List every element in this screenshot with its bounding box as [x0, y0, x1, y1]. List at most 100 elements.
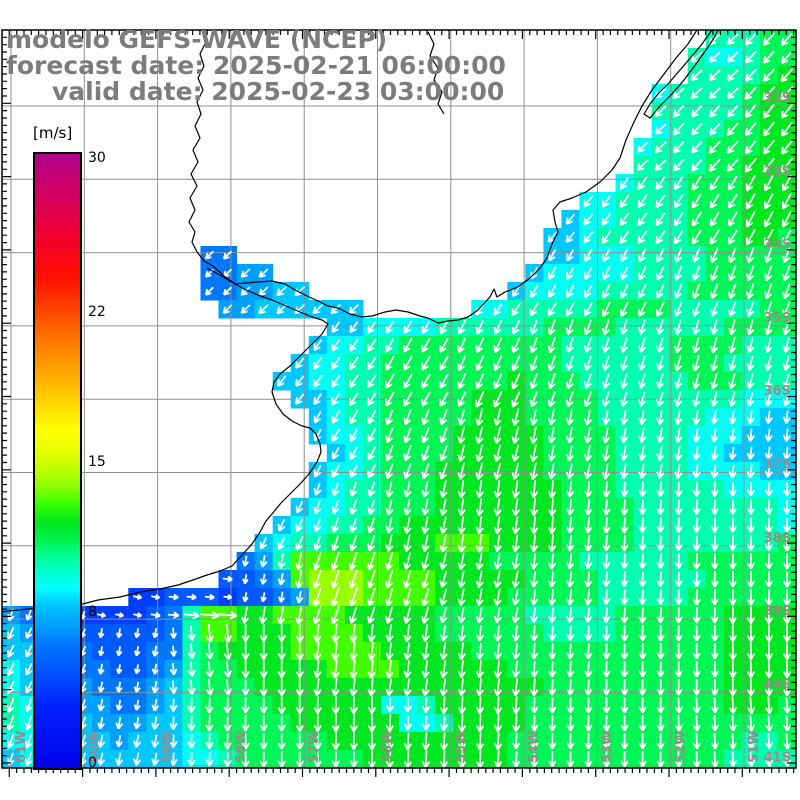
wind-arrow [583, 230, 594, 244]
wind-arrow [762, 103, 775, 119]
wind-arrow [385, 732, 394, 751]
colorbar-tick-label: 30 [88, 150, 106, 166]
wind-arrow [764, 751, 774, 767]
wind-arrow [511, 390, 521, 408]
wind-arrow [566, 750, 575, 768]
wind-arrow [764, 318, 773, 336]
wind-arrow [6, 697, 15, 713]
wind-arrow [548, 678, 557, 696]
wind-arrow [331, 482, 340, 497]
wind-arrow [403, 427, 412, 444]
wind-arrow [475, 337, 485, 354]
wind-arrow [511, 426, 520, 444]
wind-arrow [331, 535, 340, 552]
wind-arrow [385, 409, 394, 426]
wind-arrow [511, 319, 521, 335]
wind-arrow [764, 696, 774, 715]
wind-arrow [602, 751, 611, 768]
wind-arrow [584, 625, 593, 641]
wind-arrow [656, 445, 665, 461]
wind-arrow [692, 571, 701, 587]
wind-arrow [710, 481, 719, 497]
wind-arrow [584, 266, 593, 280]
wind-arrow [692, 336, 701, 354]
wind-arrow [366, 374, 377, 388]
wind-arrow [385, 516, 394, 534]
wind-arrow [258, 286, 269, 296]
wind-arrow [187, 625, 196, 641]
wind-arrow [259, 536, 268, 550]
wind-arrow [529, 516, 539, 535]
wind-arrow [493, 355, 503, 372]
wind-arrow [493, 534, 502, 553]
wind-arrow [475, 480, 484, 499]
wind-arrow [385, 642, 394, 661]
wind-arrow [602, 355, 611, 371]
wind-arrow [746, 589, 755, 606]
wind-arrow [692, 732, 701, 750]
wind-arrow [348, 552, 358, 571]
wind-arrow [620, 516, 629, 534]
wind-arrow [457, 750, 467, 768]
wind-arrow [457, 498, 466, 517]
wind-arrow [710, 319, 719, 335]
wind-arrow [762, 50, 775, 64]
wind-arrow [636, 141, 649, 153]
map-interior [2, 30, 796, 768]
colorbar-tick-label: 22 [88, 304, 106, 320]
wind-arrow [421, 337, 431, 353]
wind-arrow [259, 697, 268, 714]
wind-arrow [242, 574, 249, 585]
wind-arrow [475, 533, 484, 553]
wind-arrow [674, 391, 683, 407]
wind-arrow [728, 427, 737, 443]
wind-arrow [240, 304, 251, 314]
wind-arrow [457, 373, 467, 390]
wind-arrow [475, 606, 484, 624]
wind-arrow [692, 409, 701, 425]
wind-arrow [348, 303, 360, 315]
wind-arrow [638, 373, 647, 389]
wind-arrow [530, 642, 539, 660]
wind-arrow [674, 463, 683, 479]
wind-arrow [151, 699, 160, 712]
wind-arrow [187, 697, 196, 713]
wind-arrow [583, 194, 594, 208]
wind-arrow [421, 463, 430, 480]
wind-arrow [439, 516, 448, 534]
wind-arrow [620, 427, 629, 443]
wind-arrow [385, 355, 395, 371]
wind-arrow [620, 337, 629, 353]
wind-arrow [439, 480, 448, 498]
wind-arrow [656, 606, 665, 624]
wind-arrow [367, 659, 376, 679]
wind-arrow [565, 231, 576, 243]
wind-arrow [764, 733, 774, 749]
wind-arrow [295, 696, 304, 715]
wind-arrow [313, 518, 322, 533]
map-frame [1, 29, 797, 769]
wind-arrow [602, 337, 611, 353]
wind-arrow [313, 623, 322, 643]
wind-arrow [547, 552, 557, 570]
wind-arrow [439, 445, 448, 462]
wind-arrow [511, 302, 522, 316]
lat-label: 35S [764, 311, 791, 326]
wind-arrow [782, 534, 792, 552]
wind-arrow [511, 462, 520, 480]
wind-arrow [24, 698, 33, 713]
wind-arrow [403, 320, 413, 334]
wind-arrow [457, 337, 467, 354]
wind-arrow [746, 553, 755, 570]
wind-arrow [746, 517, 755, 533]
wind-arrow [692, 372, 701, 390]
wind-arrow [782, 229, 792, 245]
wind-arrow [349, 623, 358, 643]
wind-arrow [349, 321, 359, 334]
wind-arrow [24, 734, 33, 749]
wind-arrow [259, 733, 268, 750]
wind-arrow [312, 587, 322, 607]
wind-arrow [728, 535, 737, 551]
wind-arrow [295, 714, 304, 733]
